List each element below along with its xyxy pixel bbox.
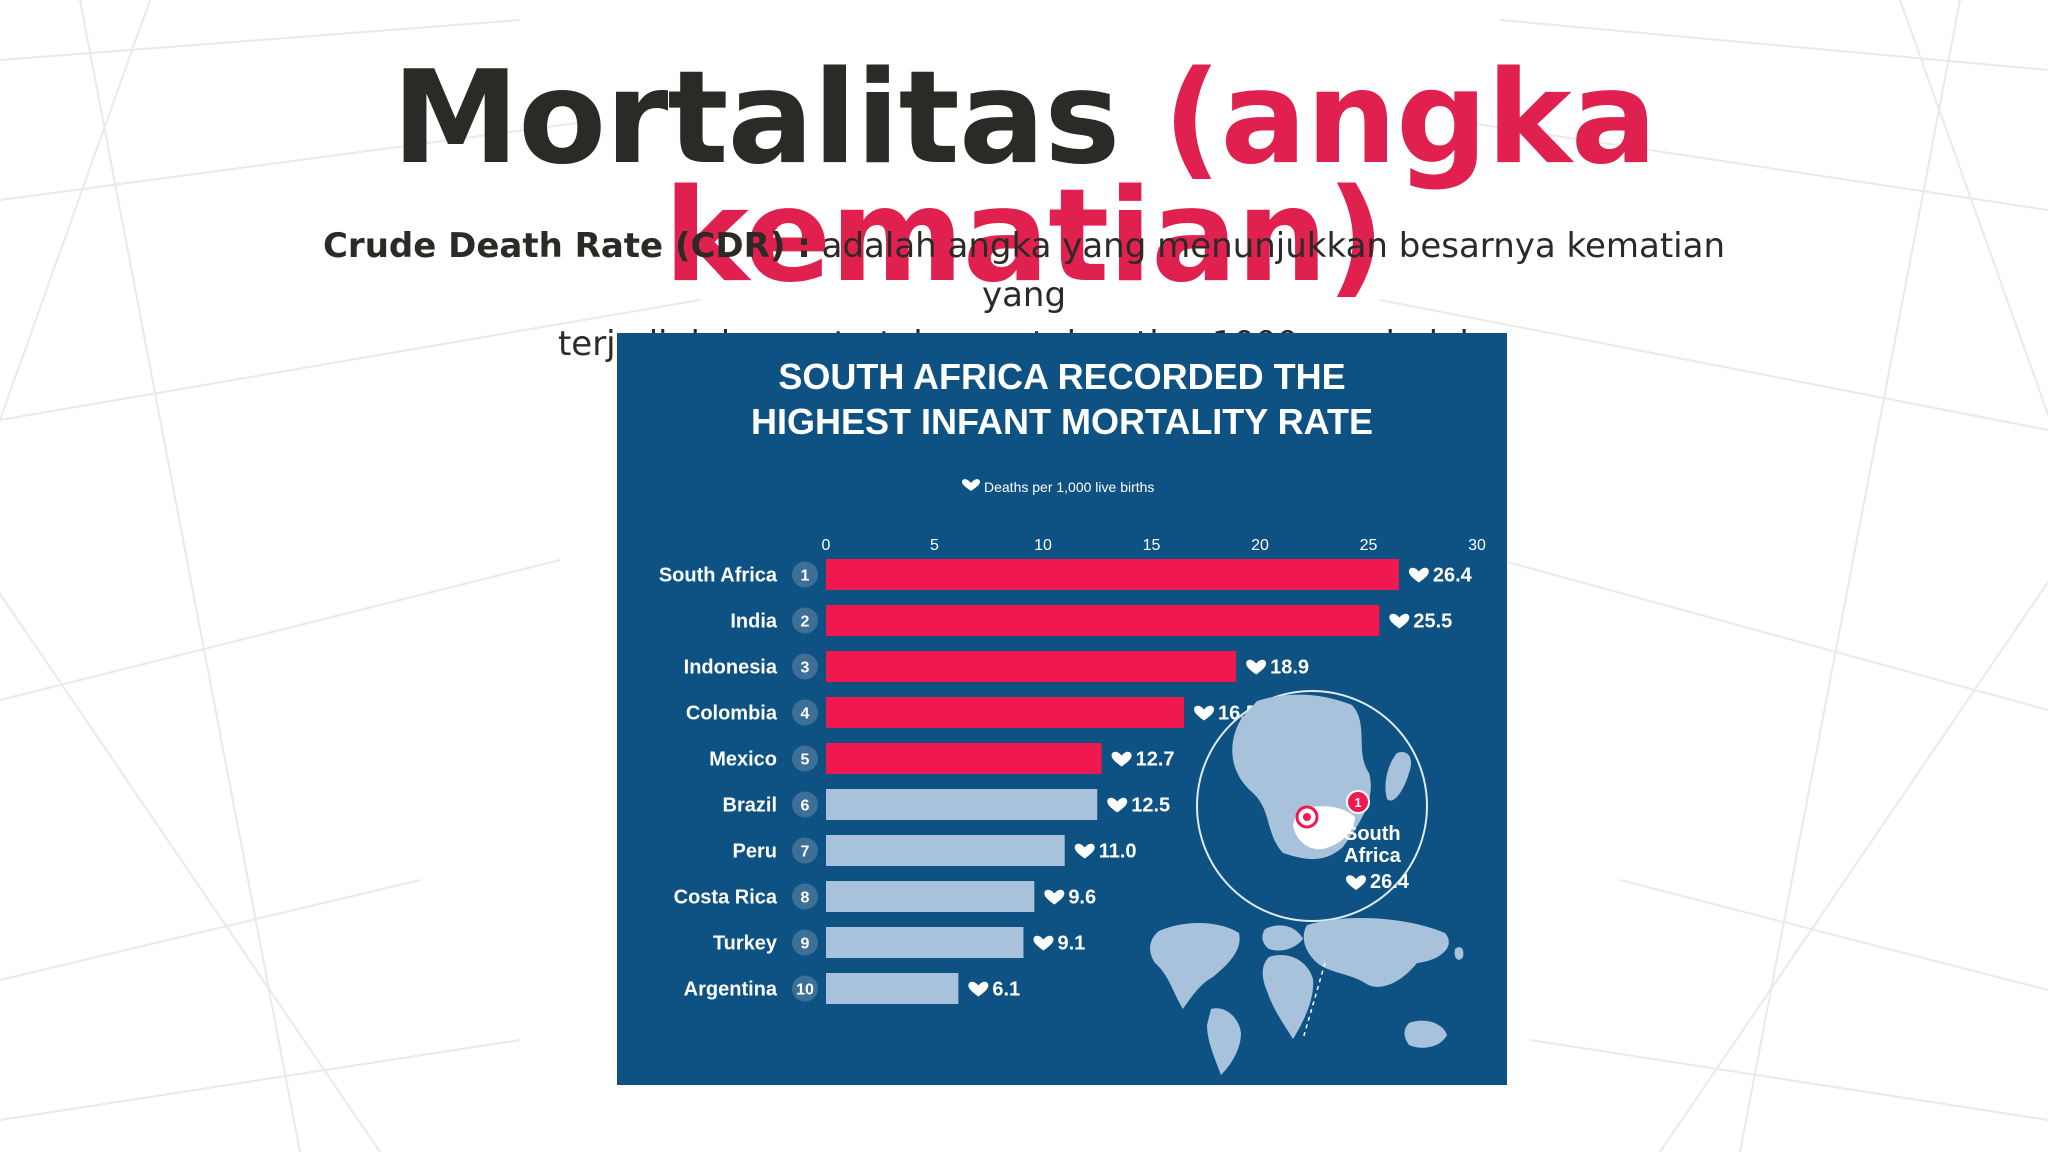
callout-circle	[1196, 690, 1428, 922]
heart-icon	[1074, 843, 1095, 859]
rank-badge	[792, 561, 818, 588]
bars-group: South Africa 1 26.4 India 2 25.5 Indonesia 3 18.…	[659, 559, 1473, 1004]
rank-badge	[792, 975, 818, 1002]
rank-badge	[792, 929, 818, 956]
heart-icon	[1408, 567, 1429, 583]
rank-number: 4	[801, 706, 810, 723]
category-label: Colombia	[686, 703, 778, 725]
heart-icon	[1044, 889, 1065, 905]
rank-badge	[792, 745, 818, 772]
infographic-chart: SOUTH AFRICA RECORDED THE HIGHEST INFANT…	[617, 333, 1507, 1085]
slide-title-accent-1: (angka	[1162, 44, 1657, 193]
rank-number: 8	[801, 890, 810, 907]
chart-title-line-2: HIGHEST INFANT MORTALITY RATE	[751, 401, 1373, 442]
bar	[826, 697, 1185, 728]
slide-title-main: Mortalitas	[391, 44, 1120, 193]
value-label: 26.4	[1433, 565, 1473, 587]
value-label: 12.5	[1131, 795, 1170, 817]
bar	[826, 743, 1102, 774]
category-label: Argentina	[684, 979, 778, 1001]
callout-country-1: South	[1344, 823, 1401, 845]
heart-icon	[1111, 751, 1132, 767]
bar	[826, 973, 959, 1004]
rank-badge	[792, 791, 818, 818]
heart-icon	[1033, 935, 1054, 951]
callout-country-2: Africa	[1344, 845, 1402, 867]
value-label: 12.7	[1136, 749, 1175, 771]
x-tick-label: 30	[1468, 537, 1486, 554]
chart-title-line-1: SOUTH AFRICA RECORDED THE	[778, 356, 1345, 397]
category-label: Turkey	[713, 933, 778, 955]
rank-badge	[792, 837, 818, 864]
value-label: 18.9	[1270, 657, 1309, 679]
slide-title-accent-2: kematian)	[663, 162, 1385, 311]
x-tick-label: 10	[1034, 537, 1052, 554]
bar	[826, 605, 1380, 636]
callout-rank: 1	[1354, 795, 1361, 810]
world-map-icon	[1150, 918, 1464, 1075]
rank-number: 3	[801, 660, 810, 677]
rank-badge	[792, 607, 818, 634]
slide-title: Mortalitas (angka kematian)	[0, 55, 2048, 301]
bar	[826, 651, 1237, 682]
value-label: 11.0	[1099, 841, 1137, 863]
callout-value: 26.4	[1370, 871, 1410, 893]
category-label: South Africa	[659, 565, 778, 587]
value-label: 6.1	[992, 979, 1020, 1001]
bar	[826, 927, 1024, 958]
category-label: Brazil	[723, 795, 777, 817]
subtitle-term: Crude Death Rate (CDR) :	[322, 226, 811, 266]
rank-badge	[792, 883, 818, 910]
x-tick-label: 0	[822, 537, 831, 554]
rank-number: 10	[796, 982, 814, 999]
value-label: 9.1	[1057, 933, 1085, 955]
callout-rank-badge	[1346, 790, 1370, 814]
rank-number: 6	[801, 798, 810, 815]
heart-icon	[1389, 613, 1410, 629]
rank-number: 1	[801, 568, 810, 585]
heart-icon	[1107, 797, 1128, 813]
africa-callout: 1 South Africa 26.4	[1196, 690, 1428, 922]
target-marker-icon	[1295, 805, 1319, 829]
chart-legend: Deaths per 1,000 live births	[962, 479, 1154, 495]
rank-badge	[792, 699, 818, 726]
heart-icon	[1246, 659, 1267, 675]
value-label: 9.6	[1068, 887, 1096, 909]
madagascar-map-icon	[1385, 751, 1412, 801]
x-tick-label: 5	[930, 537, 939, 554]
rank-number: 2	[801, 614, 810, 631]
heart-icon	[968, 981, 989, 997]
bar	[826, 789, 1098, 820]
x-tick-label: 15	[1143, 537, 1161, 554]
chart-legend-label: Deaths per 1,000 live births	[984, 479, 1154, 495]
value-label: 25.5	[1413, 611, 1452, 633]
x-tick-label: 25	[1360, 537, 1378, 554]
heart-icon	[1346, 875, 1366, 890]
heart-icon	[1194, 705, 1215, 721]
rank-badge	[792, 653, 818, 680]
category-label: Mexico	[709, 749, 777, 771]
category-label: India	[730, 611, 778, 633]
map-connector-line	[1302, 962, 1326, 1040]
heart-icon	[962, 479, 980, 491]
category-label: Indonesia	[684, 657, 778, 679]
rank-number: 5	[801, 752, 810, 769]
category-label: Peru	[733, 841, 777, 863]
bar	[826, 881, 1035, 912]
x-tick-label: 20	[1251, 537, 1269, 554]
subtitle-line-1: adalah angka yang menunjukkan besarnya k…	[821, 226, 1726, 315]
bar	[826, 835, 1065, 866]
category-label: Costa Rica	[674, 887, 778, 909]
bar	[826, 559, 1399, 590]
rank-number: 9	[801, 936, 810, 953]
x-axis-ticks: 0 5 10 15 20 25 30	[822, 537, 1486, 554]
rank-number: 7	[801, 844, 810, 861]
target-dot-icon	[1303, 813, 1311, 821]
